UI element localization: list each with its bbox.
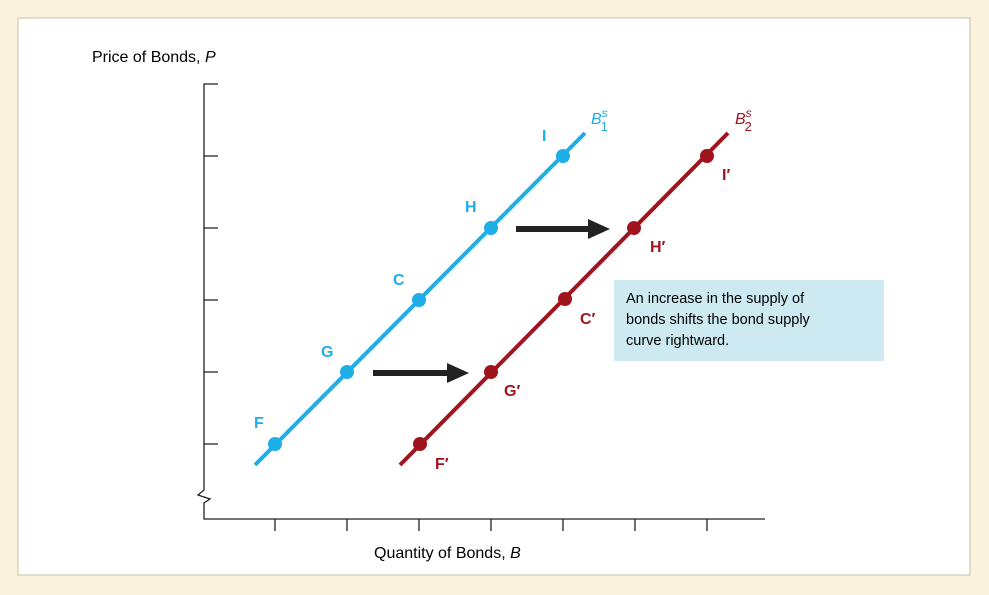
point-label: F′ [435, 456, 449, 473]
annotation-line: curve rightward. [626, 333, 729, 349]
curve-label: Bs 1 [591, 106, 608, 134]
point-label: G′ [504, 383, 520, 400]
y-axis-title: Price of Bonds, P [92, 49, 216, 66]
point-label: C′ [580, 311, 596, 328]
x-axis-title: Quantity of Bonds, B [374, 545, 521, 562]
point-label: I′ [722, 167, 730, 184]
annotation-line: An increase in the supply of [626, 291, 805, 307]
points-1 [268, 149, 570, 451]
point-label: H′ [650, 239, 666, 256]
points-2 [413, 149, 714, 451]
point-label: C [393, 272, 405, 289]
point-label: H [465, 199, 477, 216]
point-label: I [542, 128, 546, 145]
point-label: G [321, 344, 333, 361]
annotation-line: bonds shifts the bond supply [626, 312, 811, 328]
arrows [373, 219, 610, 383]
curve-label: Bs 2 [735, 106, 752, 134]
point-labels-2: F′ G′ C′ H′ I′ [435, 167, 730, 473]
axes [196, 83, 765, 531]
annotation-box [614, 280, 884, 361]
point-label: F [254, 415, 264, 432]
point-labels-1: F G C H I [254, 128, 546, 432]
